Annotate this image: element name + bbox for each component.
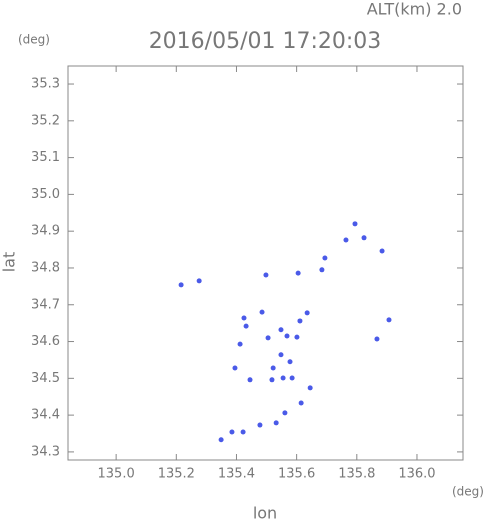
point (374, 336, 380, 342)
y-unit: (deg) (18, 33, 50, 47)
point (282, 410, 288, 416)
point (379, 248, 385, 254)
point (278, 327, 284, 333)
point (284, 333, 290, 339)
point (278, 352, 284, 358)
point (294, 334, 300, 340)
point (270, 365, 276, 371)
point (178, 282, 184, 288)
point (257, 422, 263, 428)
point (295, 270, 301, 276)
point (232, 365, 238, 371)
point (352, 221, 358, 227)
point (269, 377, 275, 383)
plot-frame (67, 65, 464, 461)
point (237, 341, 243, 347)
y-axis-label: lat (0, 252, 19, 273)
point (265, 335, 271, 341)
point (361, 235, 367, 241)
y-tick-label: 34.7 (31, 297, 60, 312)
point (298, 400, 304, 406)
y-tick-label: 34.5 (31, 371, 60, 386)
point (263, 272, 269, 278)
x-tick-label: 136.0 (398, 467, 435, 482)
y-tick-label: 35.0 (31, 187, 60, 202)
point (289, 375, 295, 381)
point (304, 310, 310, 316)
point (297, 318, 303, 324)
y-tick-label: 35.2 (31, 113, 60, 128)
y-tick-label: 34.8 (31, 260, 60, 275)
point (322, 255, 328, 261)
x-tick-label: 135.2 (158, 467, 195, 482)
y-tick-label: 34.4 (31, 408, 60, 423)
point (196, 278, 202, 284)
chart-title: 2016/05/01 17:20:03 (149, 29, 382, 54)
x-unit: (deg) (452, 485, 484, 499)
point (319, 267, 325, 273)
y-tick-label: 35.1 (31, 150, 60, 165)
point (218, 437, 224, 443)
point (243, 323, 249, 329)
point (307, 385, 313, 391)
x-tick-label: 135.8 (338, 467, 375, 482)
point (343, 237, 349, 243)
point (386, 317, 392, 323)
x-tick-label: 135.4 (218, 467, 255, 482)
point (273, 420, 279, 426)
chart-subtitle: ALT(km) 2.0 (367, 0, 462, 19)
y-tick-label: 34.6 (31, 334, 60, 349)
y-tick-label: 34.3 (31, 444, 60, 459)
point (241, 315, 247, 321)
point (240, 429, 246, 435)
point (259, 309, 265, 315)
y-tick-label: 35.3 (31, 77, 60, 92)
x-tick-label: 135.0 (98, 467, 135, 482)
y-tick-label: 34.9 (31, 224, 60, 239)
point (247, 377, 253, 383)
point (229, 429, 235, 435)
point (280, 375, 286, 381)
x-axis-label: lon (253, 504, 277, 521)
point (287, 359, 293, 365)
x-tick-label: 135.6 (278, 467, 315, 482)
